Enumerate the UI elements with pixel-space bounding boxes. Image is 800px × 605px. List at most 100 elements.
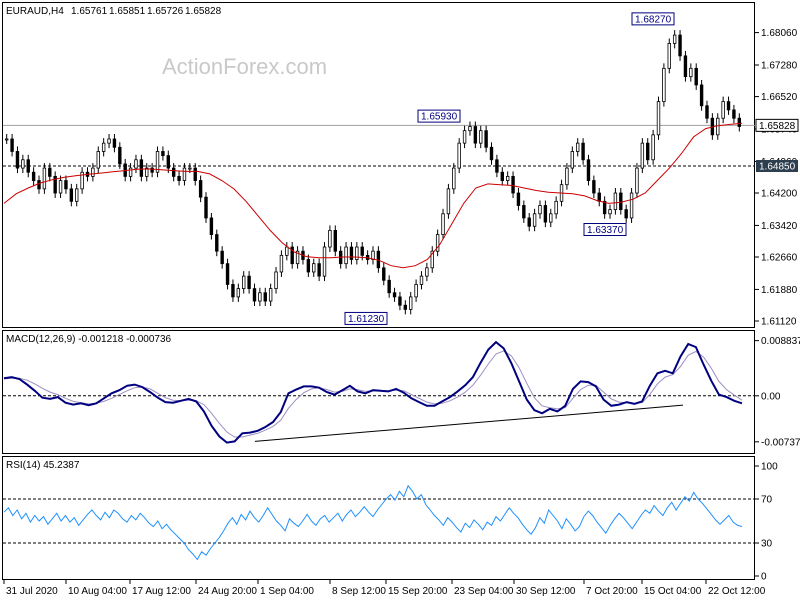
price-header: EURAUD,H4 1.65761 1.65851 1.65726 1.6582… (6, 6, 222, 17)
candle-body (489, 146, 494, 161)
candle-body (209, 217, 214, 235)
candle-body (473, 126, 478, 144)
candle-body (247, 275, 251, 289)
price-tick-label: 1.61880 (761, 285, 798, 296)
candle-body (462, 130, 467, 144)
candle-body (387, 279, 391, 294)
horizontal-level-box-bg (756, 160, 798, 172)
candle-body (619, 192, 623, 211)
candle-body (69, 188, 74, 202)
candle-body (495, 159, 499, 173)
candle-body (716, 117, 720, 136)
moving-average-line (3, 122, 743, 269)
candle-body (317, 263, 321, 277)
candle-body (274, 271, 278, 289)
price-annotation-box (631, 12, 675, 26)
candle-body (414, 284, 418, 298)
candle-body (532, 213, 537, 227)
candle-body (182, 167, 187, 181)
time-tick-label: 15 Sep 20:00 (388, 586, 448, 597)
ohlc-close: 1.65828 (185, 6, 222, 17)
price-tick-label: 1.64200 (761, 189, 798, 200)
candle-body (26, 159, 30, 173)
candle-body (613, 192, 618, 211)
candle-body (360, 246, 364, 256)
candle-body (295, 250, 300, 265)
price-annotations: 1.68270 1.65930 1.63370 1.61230 (344, 12, 675, 325)
candle-body (538, 205, 542, 215)
candle-body (139, 159, 144, 177)
candle-body (107, 138, 111, 144)
candle-body (252, 288, 257, 302)
candle-body (435, 234, 440, 252)
candle-body (516, 192, 521, 206)
candle-body (155, 151, 160, 173)
candle-body (112, 138, 117, 148)
candle-body (312, 263, 316, 273)
candle-body (349, 246, 354, 260)
time-tick-label: 7 Oct 20:00 (586, 586, 638, 597)
candle-body (608, 209, 612, 215)
price-axis: 1.680601.672801.665201.657401.649601.642… (755, 28, 799, 328)
candle-body (586, 159, 591, 181)
current-price-box: 1.65828 (755, 118, 799, 132)
candle-body (602, 200, 607, 215)
candle-body (672, 34, 677, 44)
price-annotation-label: 1.65930 (421, 112, 458, 123)
price-annotation: 1.61230 (344, 311, 388, 325)
horizontal-level-value: 1.64850 (759, 162, 796, 173)
candle-body (150, 167, 154, 173)
candle-body (721, 101, 725, 119)
time-tick-label: 15 Oct 04:00 (644, 586, 702, 597)
candle-body (171, 167, 176, 177)
candle-body (10, 138, 14, 152)
price-panel-frame (2, 2, 755, 328)
candle-body (193, 167, 197, 181)
candle-body (683, 55, 688, 78)
price-tick-label: 1.66520 (761, 92, 798, 103)
price-tick-label: 1.62660 (761, 253, 798, 264)
candle-body (64, 180, 68, 190)
price-annotation-label: 1.63370 (587, 225, 624, 236)
candle-body (651, 134, 655, 161)
time-tick-label: 8 Sep 12:00 (332, 586, 386, 597)
candle-body (328, 230, 332, 248)
rsi-label: RSI(14) 45.2387 (6, 460, 80, 471)
candle-body (355, 246, 359, 260)
candle-body (37, 180, 41, 190)
time-tick-label: 1 Sep 04:00 (260, 586, 314, 597)
candle-body (635, 167, 639, 194)
candle-body (382, 267, 386, 281)
symbol-label: EURAUD,H4 (6, 6, 64, 17)
candle-body (128, 167, 133, 177)
rsi-line (3, 484, 743, 561)
price-annotation-label: 1.68270 (635, 14, 672, 25)
candle-body (118, 146, 122, 165)
ohlc-high: 1.65851 (109, 6, 146, 17)
price-annotation-label: 1.61230 (348, 314, 385, 325)
candle-body (468, 126, 472, 132)
candle-body (554, 200, 558, 215)
macd-tick-label: 0.008837 (761, 336, 800, 347)
rsi-levels (3, 498, 755, 544)
macd-label: MACD(12,26,9) -0.001218 -0.000736 (6, 334, 172, 345)
candle-body (161, 151, 165, 157)
candle-body (96, 151, 100, 169)
candlesticks (4, 30, 742, 315)
price-tick-label: 1.68060 (761, 28, 798, 39)
current-price-value: 1.65828 (759, 121, 796, 132)
candle-body (204, 196, 208, 219)
candle-body (597, 192, 601, 202)
candle-body (705, 105, 709, 119)
candle-body (236, 288, 241, 298)
candle-body (279, 254, 284, 273)
candle-body (31, 171, 36, 181)
watermark-text: ActionForex.com (162, 54, 327, 79)
candle-body (398, 296, 402, 306)
candle-body (624, 209, 628, 219)
time-tick-label: 17 Aug 12:00 (132, 586, 191, 597)
rsi-tick-label: 100 (761, 462, 778, 473)
candle-body (225, 263, 230, 285)
rsi-tick-label: 0 (761, 572, 767, 583)
